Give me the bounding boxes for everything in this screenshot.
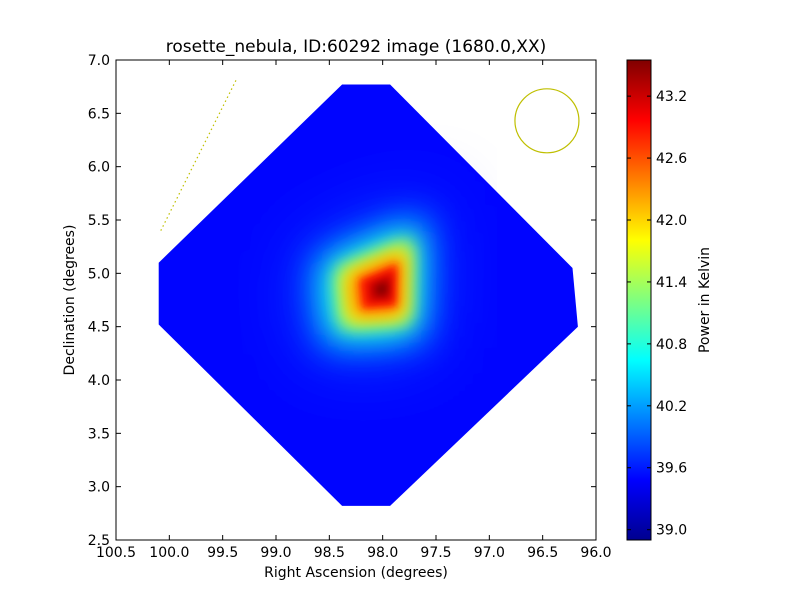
- heatmap-image: [158, 84, 578, 506]
- y-tick-label: 4.5: [88, 320, 110, 336]
- y-tick-label: 5.0: [88, 266, 110, 282]
- y-tick-label: 6.0: [88, 160, 110, 176]
- y-tick-label: 4.0: [88, 373, 110, 389]
- y-axis-label: Declination (degrees): [62, 225, 78, 376]
- x-tick-label: 96.0: [580, 545, 611, 561]
- colorbar-gradient: [627, 60, 651, 540]
- x-axis-label: Right Ascension (degrees): [264, 565, 448, 581]
- x-tick-label: 98.0: [367, 545, 398, 561]
- y-tick-label: 2.5: [88, 533, 110, 549]
- x-tick-label: 97.5: [420, 545, 451, 561]
- emission-contour: [375, 281, 388, 296]
- y-tick-label: 6.5: [88, 106, 110, 122]
- colorbar-tick-label: 41.4: [656, 275, 687, 291]
- x-tick-label: 100.0: [149, 545, 189, 561]
- colorbar-tick-label: 39.6: [656, 461, 687, 477]
- colorbar: 39.0 39.6 40.2 40.8 41.4 42.0 42.6 43.2 Power i…: [626, 59, 713, 541]
- x-tick-label: 99.0: [260, 545, 291, 561]
- colorbar-frame: [626, 59, 652, 541]
- plot-area: 100.5 100.0 99.5 99.0 98.5 98.0 97.5 97.0 96.5 96…: [88, 53, 612, 561]
- colorbar-tick-label: 42.6: [656, 151, 687, 167]
- x-tick-label: 99.5: [207, 545, 238, 561]
- beam-circle: [514, 88, 580, 154]
- colorbar-tick-label: 43.2: [656, 89, 687, 105]
- colorbar-label: Power in Kelvin: [697, 247, 713, 353]
- y-tick-label: 3.5: [88, 426, 110, 442]
- scan-line: [160, 78, 238, 231]
- plot-frame: [115, 59, 597, 541]
- colorbar-tick-label: 42.0: [656, 213, 687, 229]
- y-tick-label: 3.0: [88, 480, 110, 496]
- chart-title: rosette_nebula, ID:60292 image (1680.0,X…: [166, 37, 546, 57]
- colorbar-tick-label: 40.2: [656, 399, 687, 415]
- x-tick-label: 100.5: [96, 545, 136, 561]
- colorbar-tick-label: 40.8: [656, 337, 687, 353]
- x-tick-label: 97.0: [474, 545, 505, 561]
- x-tick-label: 96.5: [527, 545, 558, 561]
- x-tick-label: 98.5: [314, 545, 345, 561]
- y-tick-label: 7.0: [88, 53, 110, 69]
- y-tick-label: 5.5: [88, 213, 110, 229]
- colorbar-tick-label: 39.0: [656, 523, 687, 539]
